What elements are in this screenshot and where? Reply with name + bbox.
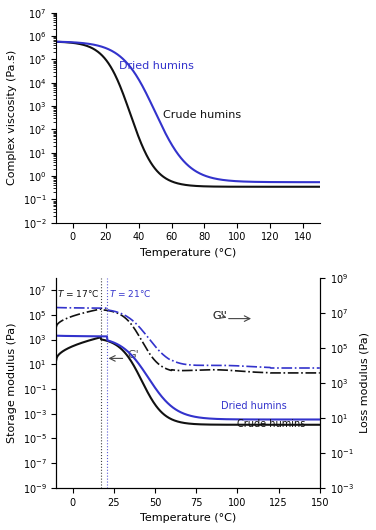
- Text: Crude humins: Crude humins: [237, 419, 306, 429]
- Text: G'': G'': [213, 311, 227, 321]
- Text: Crude humins: Crude humins: [163, 110, 241, 120]
- Text: $T$ = 21°C: $T$ = 21°C: [109, 288, 152, 298]
- Text: G'': G'': [213, 311, 227, 321]
- Y-axis label: Complex viscosity (Pa.s): Complex viscosity (Pa.s): [7, 50, 17, 186]
- X-axis label: Temperature (°C): Temperature (°C): [140, 248, 236, 258]
- Y-axis label: Loss modulus (Pa): Loss modulus (Pa): [359, 332, 369, 434]
- Y-axis label: Storage modulus (Pa): Storage modulus (Pa): [7, 323, 17, 443]
- Text: Dried humins: Dried humins: [119, 61, 194, 71]
- X-axis label: Temperature (°C): Temperature (°C): [140, 513, 236, 523]
- Text: Dried humins: Dried humins: [221, 401, 287, 411]
- Text: G': G': [127, 350, 139, 360]
- Text: $T$ = 17°C: $T$ = 17°C: [56, 288, 99, 298]
